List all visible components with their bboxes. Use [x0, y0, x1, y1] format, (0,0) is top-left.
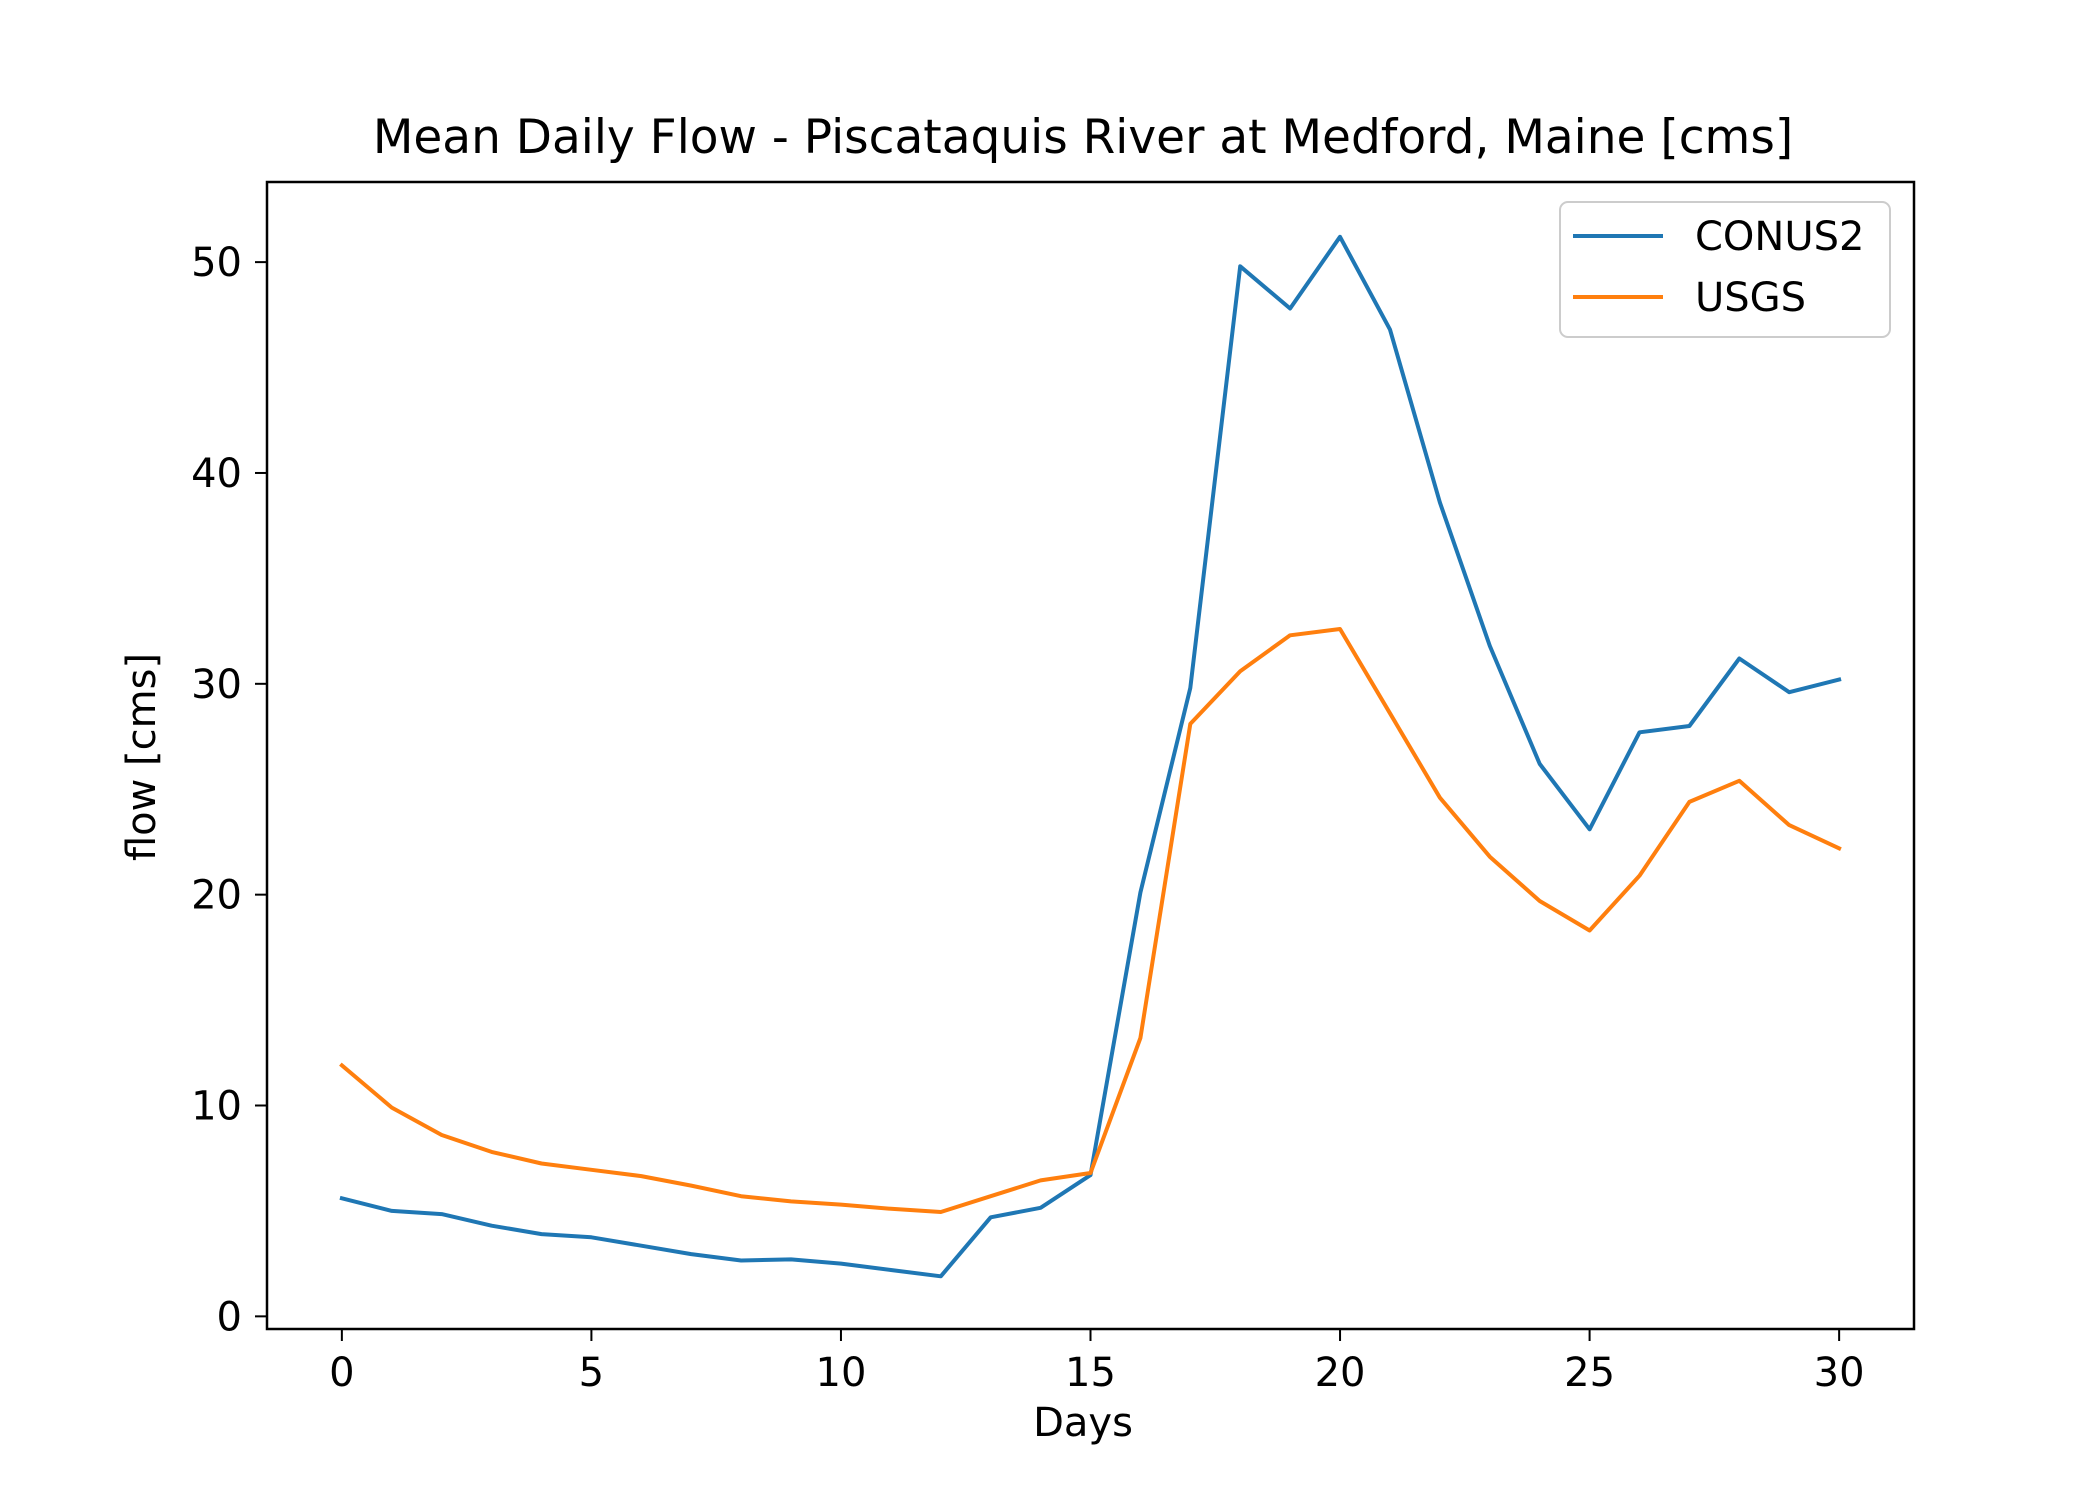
- y-tick-label: 20: [191, 873, 242, 919]
- x-tick-label: 20: [1315, 1350, 1366, 1396]
- x-tick-label: 25: [1564, 1350, 1615, 1396]
- x-axis-title: Days: [1033, 1400, 1133, 1446]
- x-tick-label: 10: [816, 1350, 867, 1396]
- x-tick-label: 5: [579, 1350, 604, 1396]
- legend-label: USGS: [1695, 275, 1806, 321]
- x-axis: 0 5 10 15 20 25 30: [329, 1329, 1865, 1396]
- y-axis: 0 10 20 30 40 50: [191, 240, 267, 1340]
- x-tick-label: 0: [329, 1350, 354, 1396]
- y-tick-label: 50: [191, 240, 242, 286]
- x-tick-label: 30: [1814, 1350, 1865, 1396]
- y-tick-label: 40: [191, 451, 242, 497]
- y-tick-label: 0: [217, 1294, 242, 1340]
- legend-label: CONUS2: [1695, 214, 1864, 260]
- series-line-conus2: [339, 234, 1842, 1279]
- series-line-usgs: [339, 627, 1842, 1214]
- chart-title: Mean Daily Flow - Piscataquis River at M…: [373, 110, 1793, 165]
- x-tick-label: 15: [1065, 1350, 1116, 1396]
- legend: CONUS2 USGS: [1559, 201, 1891, 338]
- y-axis-title: flow [cms]: [119, 653, 165, 861]
- plot-area: [339, 234, 1842, 1279]
- y-tick-label: 30: [191, 662, 242, 708]
- y-tick-label: 10: [191, 1084, 242, 1130]
